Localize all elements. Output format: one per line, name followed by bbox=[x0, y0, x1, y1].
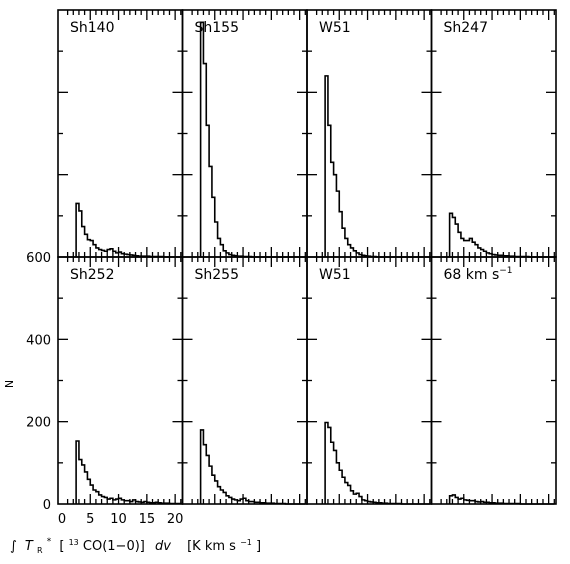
panel: Sh247 bbox=[430, 9, 557, 258]
histogram-series bbox=[199, 429, 306, 505]
panel-label: Sh255 bbox=[195, 267, 239, 283]
panel-label: Sh140 bbox=[70, 20, 114, 36]
x-axis-label-T-sup: * bbox=[47, 537, 52, 547]
x-axis-label-dv: dv bbox=[155, 539, 171, 554]
x-axis-label-integral: ∫ bbox=[10, 539, 17, 554]
x-axis-label-bracket-open: [ bbox=[59, 539, 64, 554]
x-axis-label: ∫ T R * [ 13 CO(1−0)] dv [K km s −1 ] bbox=[10, 533, 261, 557]
histogram-series bbox=[324, 75, 430, 258]
x-tick-label: 15 bbox=[139, 512, 156, 527]
panel-label: Sh252 bbox=[70, 267, 114, 283]
y-axis-label: N bbox=[3, 380, 16, 388]
x-axis-label-species: CO(1−0)] bbox=[83, 539, 145, 554]
axes-group: 0 200 400 600 0 5 10 15 20 bbox=[26, 251, 183, 527]
panel-label-main: 68 km s bbox=[444, 267, 500, 283]
histogram-series bbox=[448, 494, 555, 505]
histogram-series bbox=[75, 202, 181, 258]
x-axis-label-unit-open: [K km s bbox=[187, 539, 236, 554]
panel-label: W51 bbox=[319, 267, 351, 283]
x-axis-label-T: T bbox=[25, 539, 34, 554]
panel-label-exponent: −1 bbox=[499, 266, 512, 276]
x-tick-label: 10 bbox=[110, 512, 127, 527]
histogram-series bbox=[199, 21, 306, 258]
x-axis-label-T-sub: R bbox=[37, 546, 43, 555]
panel: 68 km s−1 bbox=[430, 256, 557, 505]
panel-label: Sh155 bbox=[195, 20, 239, 36]
x-tick-label: 20 bbox=[167, 512, 184, 527]
y-tick-label: 400 bbox=[26, 333, 51, 348]
y-tick-label: 0 bbox=[43, 498, 51, 513]
panels-group: Sh140 Sh155 W51 Sh247 Sh252 Sh255 W51 68 km s−1 bbox=[57, 9, 557, 505]
panel: W51 bbox=[306, 9, 433, 258]
histogram-series bbox=[324, 421, 430, 505]
panel: Sh140 bbox=[57, 9, 184, 258]
y-tick-label: 600 bbox=[26, 251, 51, 266]
panel-label: Sh247 bbox=[444, 20, 488, 36]
panel-frame bbox=[430, 256, 557, 505]
panel-label: W51 bbox=[319, 20, 351, 36]
x-axis-label-unit-close: ] bbox=[256, 539, 261, 554]
panel: W51 bbox=[306, 256, 433, 505]
panel: Sh255 bbox=[181, 256, 308, 505]
histogram-series bbox=[448, 212, 555, 258]
panel: Sh252 bbox=[57, 256, 184, 505]
panel: Sh155 bbox=[181, 9, 308, 258]
y-tick-label: 200 bbox=[26, 416, 51, 431]
histogram-series bbox=[75, 440, 182, 505]
x-axis-label-isotope: 13 bbox=[69, 538, 79, 547]
x-axis-label-unit-exp: −1 bbox=[240, 538, 252, 547]
x-tick-label: 5 bbox=[86, 512, 94, 527]
x-tick-label: 0 bbox=[58, 512, 66, 527]
panel-label: 68 km s−1 bbox=[444, 266, 513, 283]
